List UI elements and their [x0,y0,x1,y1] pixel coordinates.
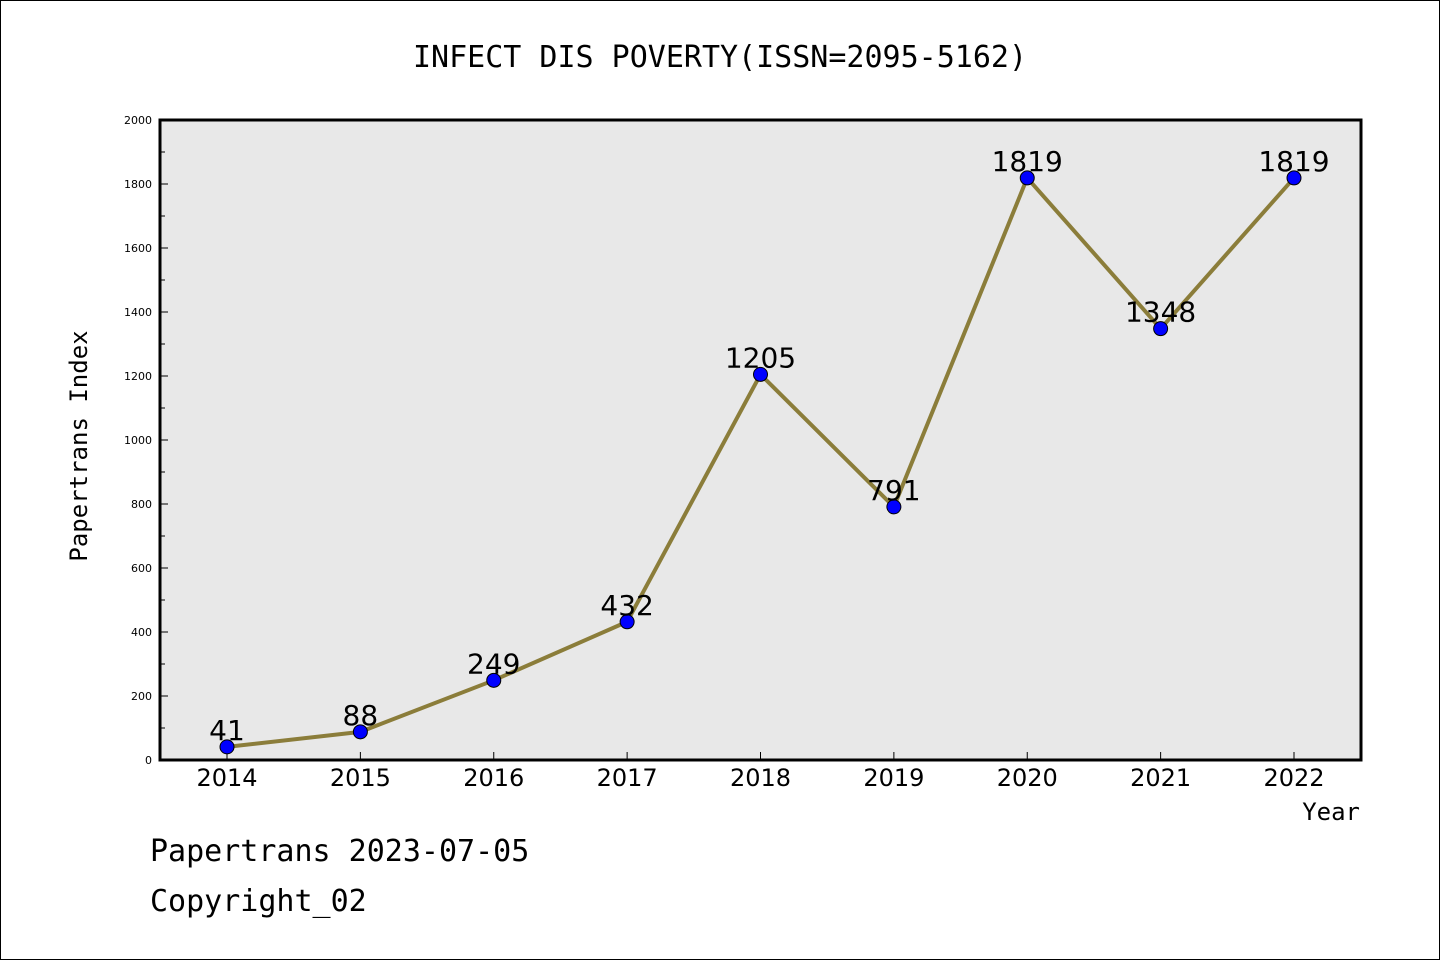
y-tick-label: 1000 [124,434,152,447]
x-axis-label: Year [1302,798,1360,826]
data-label: 432 [600,589,653,622]
data-labels: 41 88 249 432 1205 791 1819 1348 1819 [209,145,1329,747]
y-tick-label: 1600 [124,242,152,255]
data-label: 41 [209,714,245,747]
data-point [886,499,902,515]
data-points [219,170,1302,755]
x-tick-label: 2014 [196,764,257,792]
footer-date: Papertrans 2023-07-05 [150,834,530,869]
data-label: 1819 [992,145,1063,178]
data-point [753,366,768,382]
y-tick-label: 1800 [124,178,152,191]
y-axis-label: Papertrans Index [65,330,93,561]
y-tick-label: 600 [131,562,152,575]
data-label: 791 [867,474,920,507]
y-tick-label: 800 [131,498,152,511]
data-label: 1348 [1125,296,1196,329]
y-tick-label: 0 [145,754,152,767]
data-point [219,739,235,755]
data-label: 1819 [1258,145,1329,178]
x-tick-label: 2020 [997,764,1058,792]
data-point [352,724,368,740]
x-tick-label: 2022 [1263,764,1324,792]
data-label: 249 [467,647,520,680]
x-axis: 2014 2015 2016 2017 2018 2019 2020 2021 2022 [196,752,1325,792]
data-point [619,614,635,630]
y-tick-label: 2000 [124,114,152,127]
x-tick-label: 2017 [597,764,658,792]
plot-area [158,118,1363,762]
y-tick-label: 200 [131,690,152,703]
data-point [1019,170,1035,186]
y-tick-label: 1200 [124,370,152,383]
footer-copyright: Copyright_02 [150,884,367,919]
data-label: 88 [343,699,379,732]
x-tick-label: 2016 [463,764,524,792]
y-tick-label: 400 [131,626,152,639]
x-tick-label: 2021 [1130,764,1191,792]
x-tick-label: 2018 [730,764,791,792]
data-point [486,672,502,688]
x-tick-label: 2015 [330,764,391,792]
chart-title: INFECT DIS POVERTY(ISSN=2095-5162) [413,40,1027,75]
x-tick-label: 2019 [863,764,924,792]
data-point [1286,170,1302,186]
data-label: 1205 [725,341,796,374]
data-point [1153,321,1169,337]
y-axis: 0 200 400 600 800 1000 1200 1400 1600 1800 2000 [124,114,168,767]
y-tick-label: 1400 [124,306,152,319]
